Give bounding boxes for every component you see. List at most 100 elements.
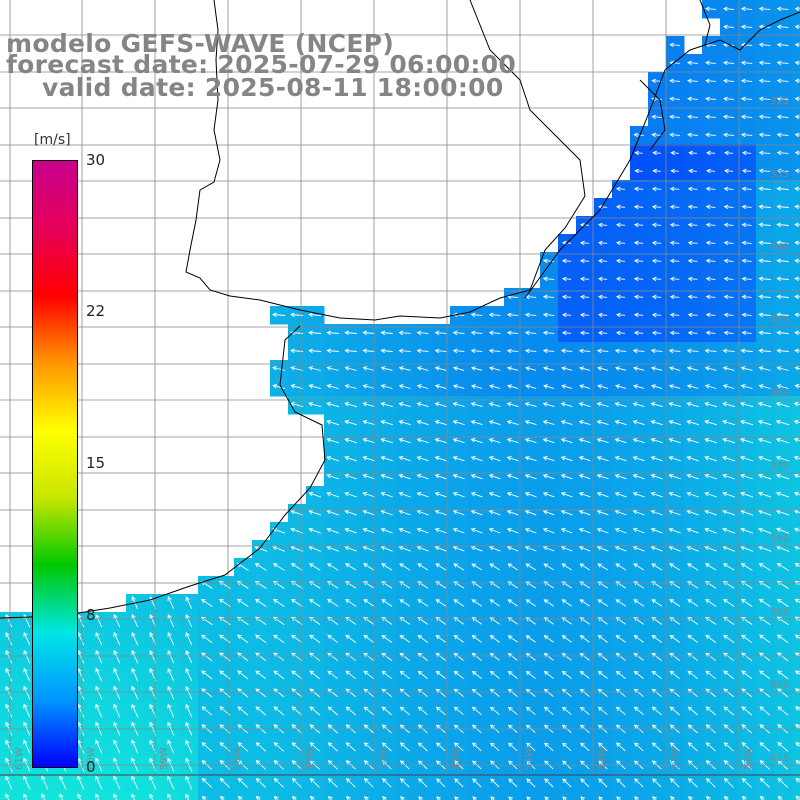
wind-arrow (561, 670, 572, 679)
wind-arrow (488, 545, 501, 552)
wind-arrow (652, 150, 661, 156)
wind-arrow (722, 60, 735, 66)
wind-arrow (167, 667, 175, 682)
longitude-label: 61W (14, 747, 25, 770)
wind-arrow (668, 420, 681, 426)
wind-arrow (723, 258, 734, 264)
wind-arrow (434, 527, 447, 534)
wind-arrow (561, 294, 572, 300)
wind-arrow (273, 795, 279, 800)
wind-arrow (670, 168, 679, 174)
wind-arrow (650, 455, 663, 462)
wind-arrow (670, 796, 675, 800)
wind-arrow (364, 796, 369, 800)
wind-arrow (651, 634, 663, 643)
wind-arrow (506, 474, 519, 480)
wind-arrow (722, 132, 735, 138)
wind-arrow (614, 491, 627, 498)
wind-arrow (794, 384, 800, 389)
wind-arrow (167, 793, 172, 800)
wind-arrow (633, 563, 645, 571)
wind-arrow (416, 527, 429, 534)
wind-arrow (705, 78, 717, 84)
wind-arrow (776, 616, 789, 626)
wind-arrow (506, 492, 519, 498)
wind-arrow (380, 366, 393, 371)
latitude-label: 37S (770, 461, 789, 472)
wind-arrow (740, 132, 753, 138)
wind-arrow (776, 598, 789, 608)
wind-arrow (5, 739, 13, 754)
wind-arrow (380, 437, 393, 444)
wind-cell (558, 792, 577, 800)
wind-arrow (669, 706, 680, 716)
wind-arrow (471, 599, 483, 607)
wind-arrow (362, 437, 375, 444)
title-valid-date: valid date: 2025-08-11 18:00:00 (42, 73, 504, 102)
wind-arrow (669, 42, 680, 48)
wind-arrow (344, 401, 358, 408)
wind-arrow (345, 634, 357, 643)
wind-arrow (705, 6, 717, 12)
wind-arrow (506, 402, 519, 408)
wind-arrow (309, 688, 321, 698)
wind-arrow (578, 402, 591, 408)
wind-arrow (741, 742, 753, 752)
wind-arrow (775, 419, 790, 426)
wind-arrow (452, 330, 465, 336)
wind-arrow (291, 670, 303, 680)
wind-arrow (794, 132, 800, 138)
wind-arrow (632, 491, 645, 498)
wind-arrow (542, 294, 555, 300)
wind-arrow (525, 384, 537, 389)
wind-arrow (131, 793, 136, 800)
wind-arrow (381, 706, 392, 716)
wind-arrow (793, 401, 800, 407)
wind-arrow (41, 775, 49, 790)
wind-arrow (363, 670, 375, 680)
wind-arrow (508, 742, 518, 752)
wind-arrow (776, 330, 789, 336)
wind-arrow (291, 634, 303, 644)
wind-arrow (651, 186, 662, 192)
wind-arrow (453, 706, 464, 716)
wind-arrow (705, 312, 716, 318)
wind-arrow (650, 509, 663, 516)
wind-arrow (344, 419, 358, 426)
wind-arrow (723, 742, 734, 752)
wind-arrow (273, 742, 285, 752)
wind-arrow (255, 616, 267, 626)
wind-arrow (272, 384, 286, 390)
wind-arrow (704, 473, 718, 480)
wind-arrow (237, 742, 249, 752)
wind-arrow (596, 474, 609, 480)
wind-arrow (113, 685, 121, 700)
wind-arrow (686, 509, 699, 516)
wind-arrow (724, 150, 734, 156)
wind-arrow (398, 437, 411, 444)
wind-arrow (795, 723, 800, 729)
wind-arrow (452, 384, 465, 389)
wind-arrow (578, 348, 591, 354)
wind-arrow (308, 509, 322, 516)
wind-cell (792, 576, 800, 595)
wind-arrow (687, 222, 698, 228)
wind-arrow (489, 706, 500, 716)
wind-arrow (633, 294, 644, 300)
wind-arrow (741, 795, 747, 800)
wind-arrow (452, 474, 465, 480)
wind-arrow (668, 384, 681, 389)
wind-arrow (705, 204, 716, 210)
wind-arrow (704, 545, 717, 552)
wind-arrow (705, 634, 717, 643)
wind-arrow (758, 294, 771, 300)
wind-arrow (470, 492, 483, 498)
wind-arrow (740, 348, 753, 354)
wind-arrow (416, 491, 429, 498)
wind-arrow (526, 778, 536, 788)
wind-arrow (687, 96, 699, 102)
wind-arrow (416, 455, 429, 462)
wind-arrow (794, 204, 800, 210)
wind-vector-field (5, 6, 800, 800)
wind-arrow (758, 6, 771, 12)
